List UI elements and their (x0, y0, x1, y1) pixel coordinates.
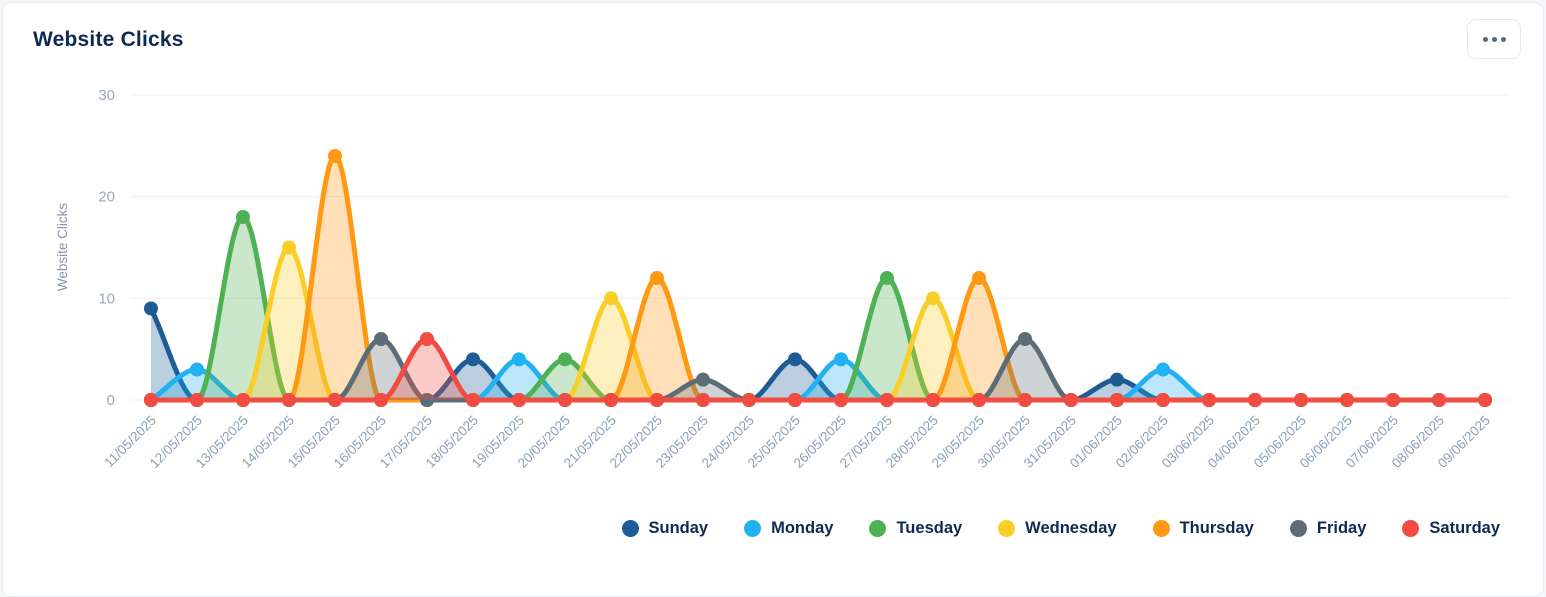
series-saturday (144, 332, 1492, 407)
data-point[interactable] (788, 393, 802, 407)
data-point[interactable] (696, 372, 710, 387)
data-point[interactable] (466, 393, 480, 407)
legend-dot-icon (1152, 520, 1170, 537)
y-tick-label: 30 (98, 87, 115, 104)
legend-label: Monday (771, 519, 834, 537)
data-point[interactable] (236, 393, 250, 407)
y-tick-label: 10 (98, 290, 115, 307)
data-point[interactable] (1064, 393, 1078, 407)
legend-dot-icon (1289, 520, 1307, 537)
data-point[interactable] (742, 393, 756, 407)
data-point[interactable] (190, 362, 204, 377)
data-point[interactable] (880, 271, 894, 285)
chart-canvas[interactable]: 010203011/05/202512/05/202513/05/202514/… (3, 3, 1546, 503)
data-point[interactable] (328, 149, 342, 163)
data-point[interactable] (420, 393, 434, 407)
y-tick-label: 20 (98, 189, 115, 206)
legend-dot-icon (998, 520, 1016, 537)
series-thursday (144, 149, 1492, 407)
data-point[interactable] (1340, 393, 1354, 407)
data-point[interactable] (1156, 393, 1170, 407)
legend-dot-icon (1402, 520, 1420, 537)
data-point[interactable] (1156, 362, 1170, 377)
data-point[interactable] (374, 332, 388, 346)
data-point[interactable] (1018, 393, 1032, 407)
data-point[interactable] (926, 393, 940, 407)
legend-item-tuesday[interactable]: Tuesday (869, 519, 962, 538)
series-area (151, 308, 1485, 400)
series-area (151, 247, 1485, 400)
series-area (151, 339, 1485, 400)
ellipsis-icon (1491, 36, 1497, 42)
legend-label: Friday (1316, 519, 1367, 537)
data-point[interactable] (880, 393, 894, 407)
data-point[interactable] (282, 393, 296, 407)
legend-item-sunday[interactable]: Sunday (621, 519, 709, 538)
data-point[interactable] (1386, 393, 1400, 407)
legend-item-wednesday[interactable]: Wednesday (998, 519, 1117, 538)
legend-item-friday[interactable]: Friday (1289, 519, 1367, 538)
chart-legend: Sunday Monday Tuesday Wednesday Thursday… (3, 519, 1500, 538)
legend-dot-icon (744, 520, 762, 537)
data-point[interactable] (558, 393, 572, 407)
data-point[interactable] (236, 210, 250, 224)
legend-item-thursday[interactable]: Thursday (1152, 519, 1254, 538)
data-point[interactable] (1294, 393, 1308, 407)
data-point[interactable] (604, 291, 618, 306)
legend-label: Wednesday (1025, 519, 1117, 537)
data-point[interactable] (788, 352, 802, 367)
legend-label: Tuesday (896, 519, 963, 537)
data-point[interactable] (1202, 393, 1216, 407)
legend-label: Saturday (1429, 519, 1500, 537)
data-point[interactable] (972, 271, 986, 285)
y-axis-title: Website Clicks (55, 203, 70, 292)
data-point[interactable] (604, 393, 618, 407)
data-point[interactable] (466, 352, 480, 367)
data-point[interactable] (512, 352, 526, 367)
legend-label: Sunday (648, 519, 709, 537)
data-point[interactable] (650, 393, 664, 407)
data-point[interactable] (328, 393, 342, 407)
legend-dot-icon (869, 520, 887, 537)
data-point[interactable] (1110, 372, 1124, 387)
data-point[interactable] (1110, 393, 1124, 407)
data-point[interactable] (1432, 393, 1446, 407)
ellipsis-icon (1500, 36, 1506, 42)
data-point[interactable] (144, 301, 158, 316)
data-point[interactable] (420, 332, 434, 346)
legend-item-monday[interactable]: Monday (744, 519, 833, 538)
legend-dot-icon (621, 520, 639, 537)
y-tick-label: 0 (107, 392, 115, 409)
data-point[interactable] (374, 393, 388, 407)
data-point[interactable] (972, 393, 986, 407)
data-point[interactable] (190, 393, 204, 407)
data-point[interactable] (834, 393, 848, 407)
data-point[interactable] (696, 393, 710, 407)
legend-label: Thursday (1179, 519, 1254, 537)
data-point[interactable] (512, 393, 526, 407)
data-point[interactable] (834, 352, 848, 367)
more-options-button[interactable] (1467, 19, 1521, 59)
data-point[interactable] (144, 393, 158, 407)
data-point[interactable] (650, 271, 664, 285)
data-point[interactable] (1018, 332, 1032, 346)
data-point[interactable] (558, 352, 572, 367)
chart-title: Website Clicks (33, 28, 184, 51)
data-point[interactable] (1478, 393, 1492, 407)
legend-item-saturday[interactable]: Saturday (1402, 519, 1500, 538)
data-point[interactable] (282, 240, 296, 255)
data-point[interactable] (926, 291, 940, 306)
ellipsis-icon (1482, 36, 1488, 42)
series-area (151, 156, 1485, 400)
data-point[interactable] (1248, 393, 1262, 407)
